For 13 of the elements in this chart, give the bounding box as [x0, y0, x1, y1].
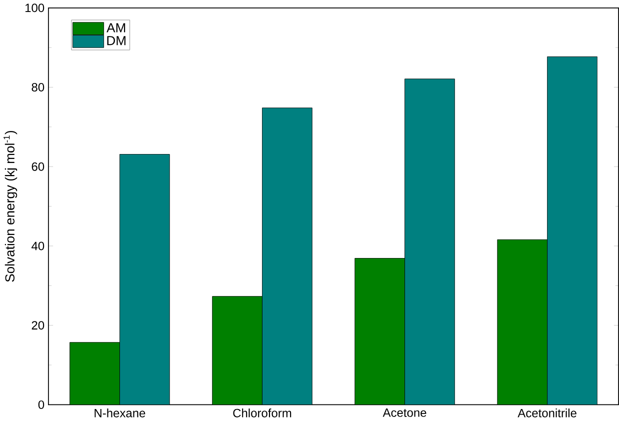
y-tick-label: 20: [32, 321, 44, 330]
legend-label: AM: [106, 23, 126, 32]
y-tick-label: 60: [32, 162, 44, 171]
x-tick-label: Acetonitrile: [518, 408, 576, 418]
y-tick-label: 0: [38, 400, 44, 409]
x-tick-label: Chloroform: [233, 408, 292, 418]
y-tick-label: 100: [25, 4, 44, 12]
y-axis-title: Solvation energy (kj mol$^{-1}$): [4, 130, 18, 282]
y-tick-label: 80: [32, 83, 44, 92]
legend-label: DM: [107, 36, 126, 46]
y-tick-label: 40: [32, 242, 44, 250]
x-tick-label: Acetone: [382, 408, 426, 417]
x-tick-label: N-hexane: [94, 408, 146, 418]
